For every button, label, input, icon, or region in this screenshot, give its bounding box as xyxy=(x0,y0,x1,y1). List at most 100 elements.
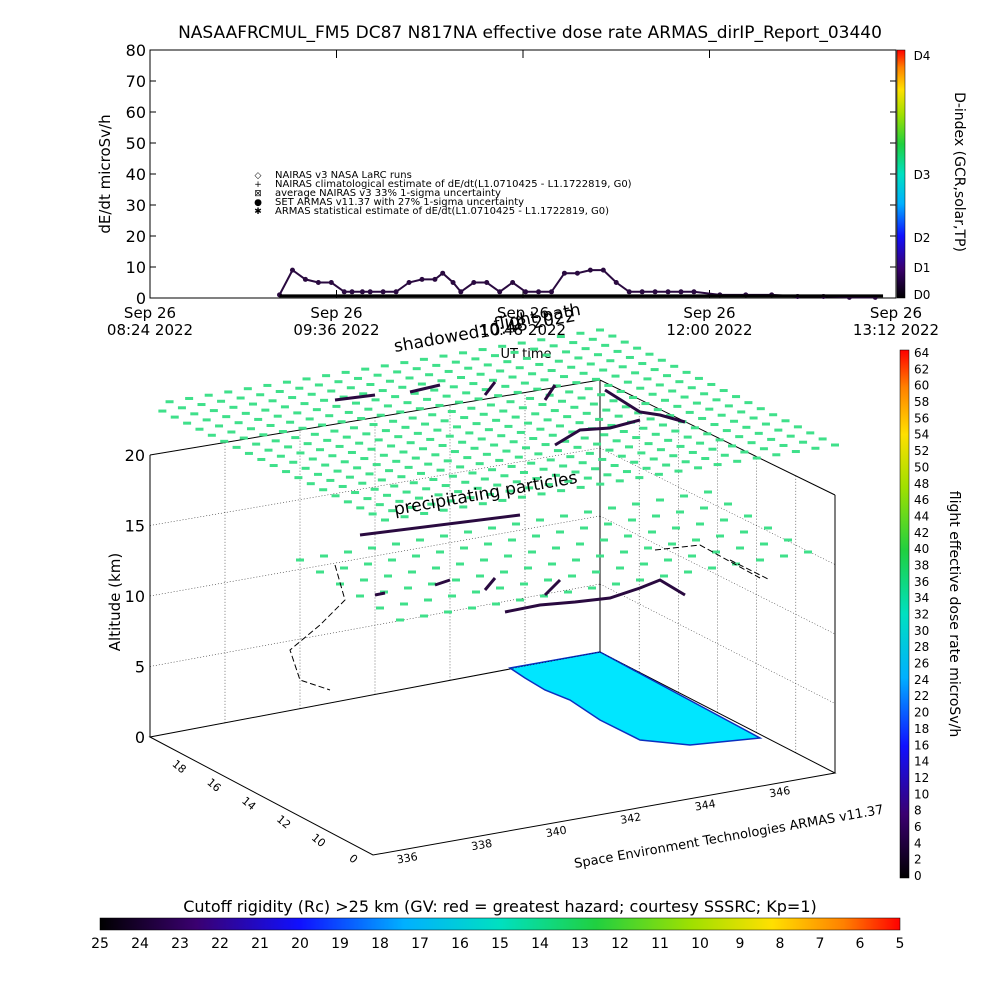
dose-point xyxy=(707,382,716,386)
dose-point xyxy=(385,469,394,473)
series-point xyxy=(600,267,606,273)
d-index-bar xyxy=(896,49,906,299)
dose-point xyxy=(288,396,297,400)
dose-point xyxy=(402,490,411,494)
dose-tick: 50 xyxy=(914,460,929,474)
dose-point xyxy=(295,386,304,390)
dose-point xyxy=(294,476,303,480)
longitude-tick: 344 xyxy=(694,797,717,813)
dose-point xyxy=(409,481,418,485)
dose-tick: 18 xyxy=(914,722,929,736)
dose-point-low xyxy=(436,550,444,554)
dose-point xyxy=(446,499,455,503)
legend-symbol: ⊠ xyxy=(254,189,262,199)
dose-point xyxy=(498,344,507,348)
trace-segment xyxy=(434,578,451,587)
timeseries-ylabel: dE/dt microSv/h xyxy=(96,114,114,233)
dose-point xyxy=(517,495,526,499)
dose-point-low xyxy=(360,578,368,582)
dose-point xyxy=(644,442,653,446)
dose-point-low xyxy=(716,534,724,538)
dose-point xyxy=(420,511,429,515)
dose-point xyxy=(472,422,481,426)
dose-ticks: 0246810121416182022242628303234363840424… xyxy=(914,346,929,883)
timeseries-yticks: 0 10 20 30 40 50 60 70 80 xyxy=(126,41,896,308)
trace-segment xyxy=(543,578,562,597)
dose-point xyxy=(635,476,644,480)
dose-point xyxy=(332,404,341,408)
dose-point xyxy=(458,440,467,444)
dose-point xyxy=(366,382,375,386)
dose-point-low xyxy=(528,550,536,554)
dose-point xyxy=(517,341,526,345)
dose-point xyxy=(280,405,289,409)
rigidity-tick: 23 xyxy=(171,936,189,952)
dose-point xyxy=(818,437,827,441)
dose-point xyxy=(507,464,516,468)
trace-segment xyxy=(483,381,497,396)
dose-point xyxy=(519,470,528,474)
dose-tick: 54 xyxy=(914,428,929,442)
timeseries-panel: dE/dt microSv/h 0 10 20 30 40 50 60 70 80 Sep 26… xyxy=(96,41,939,362)
dose-point xyxy=(692,401,701,405)
dose-tick: 14 xyxy=(914,755,929,769)
dose-point xyxy=(390,484,399,488)
dose-point xyxy=(334,380,343,384)
dose-point xyxy=(337,420,346,424)
dose-point-low xyxy=(432,566,440,570)
altitude-tick: 20 xyxy=(125,446,145,465)
dose-point xyxy=(335,444,344,448)
dose-point xyxy=(426,437,435,441)
series-point xyxy=(574,270,580,276)
dose-point xyxy=(419,447,428,451)
series-point xyxy=(523,289,529,295)
dose-point xyxy=(646,417,655,421)
dose-point xyxy=(591,377,600,381)
dose-point xyxy=(538,403,547,407)
dose-point xyxy=(673,404,682,408)
dose-point xyxy=(625,445,634,449)
dose-point xyxy=(535,362,544,366)
dose-point xyxy=(494,394,503,398)
dose-point xyxy=(688,450,697,454)
d-index-label: D-index (GCR,solar,TP) xyxy=(951,92,967,252)
dose-point xyxy=(378,389,387,393)
dose-point xyxy=(394,435,403,439)
legend-entry: SET ARMAS v11.37 with 27% 1-sigma uncert… xyxy=(275,197,524,208)
series-point xyxy=(548,289,554,295)
dose-point xyxy=(660,398,669,402)
dose-point-low xyxy=(736,546,744,550)
dose-point xyxy=(439,508,448,512)
dose-point xyxy=(516,430,525,434)
dose-point xyxy=(546,458,555,462)
rigidity-tick: 10 xyxy=(691,936,709,952)
dose-point xyxy=(381,518,389,522)
dose-point xyxy=(562,350,571,354)
dose-point xyxy=(622,470,631,474)
dose-point xyxy=(541,443,550,447)
series-point xyxy=(678,289,684,295)
dose-tick: 58 xyxy=(914,395,929,409)
dose-point xyxy=(614,414,623,418)
dose-tick: 0 xyxy=(914,869,922,883)
dose-point xyxy=(345,475,354,479)
latitude-tick: 10 xyxy=(309,831,328,850)
dose-point xyxy=(767,437,776,441)
dose-point-low xyxy=(784,538,792,542)
dose-point xyxy=(526,396,535,400)
dose-point xyxy=(343,500,352,504)
dose-point xyxy=(664,438,673,442)
dose-point xyxy=(657,358,666,362)
dose-point xyxy=(252,442,261,446)
dose-point xyxy=(391,395,400,399)
dose-point-low xyxy=(368,546,376,550)
dose-point xyxy=(563,415,572,419)
dose-point xyxy=(327,389,336,393)
dose-point xyxy=(553,449,562,453)
dose-point-low xyxy=(592,570,600,574)
dose-point xyxy=(471,357,480,361)
dose-point-low xyxy=(456,562,464,566)
altitude-tick: 0 xyxy=(135,728,145,747)
dose-point xyxy=(708,447,717,451)
dose-point xyxy=(496,369,505,373)
